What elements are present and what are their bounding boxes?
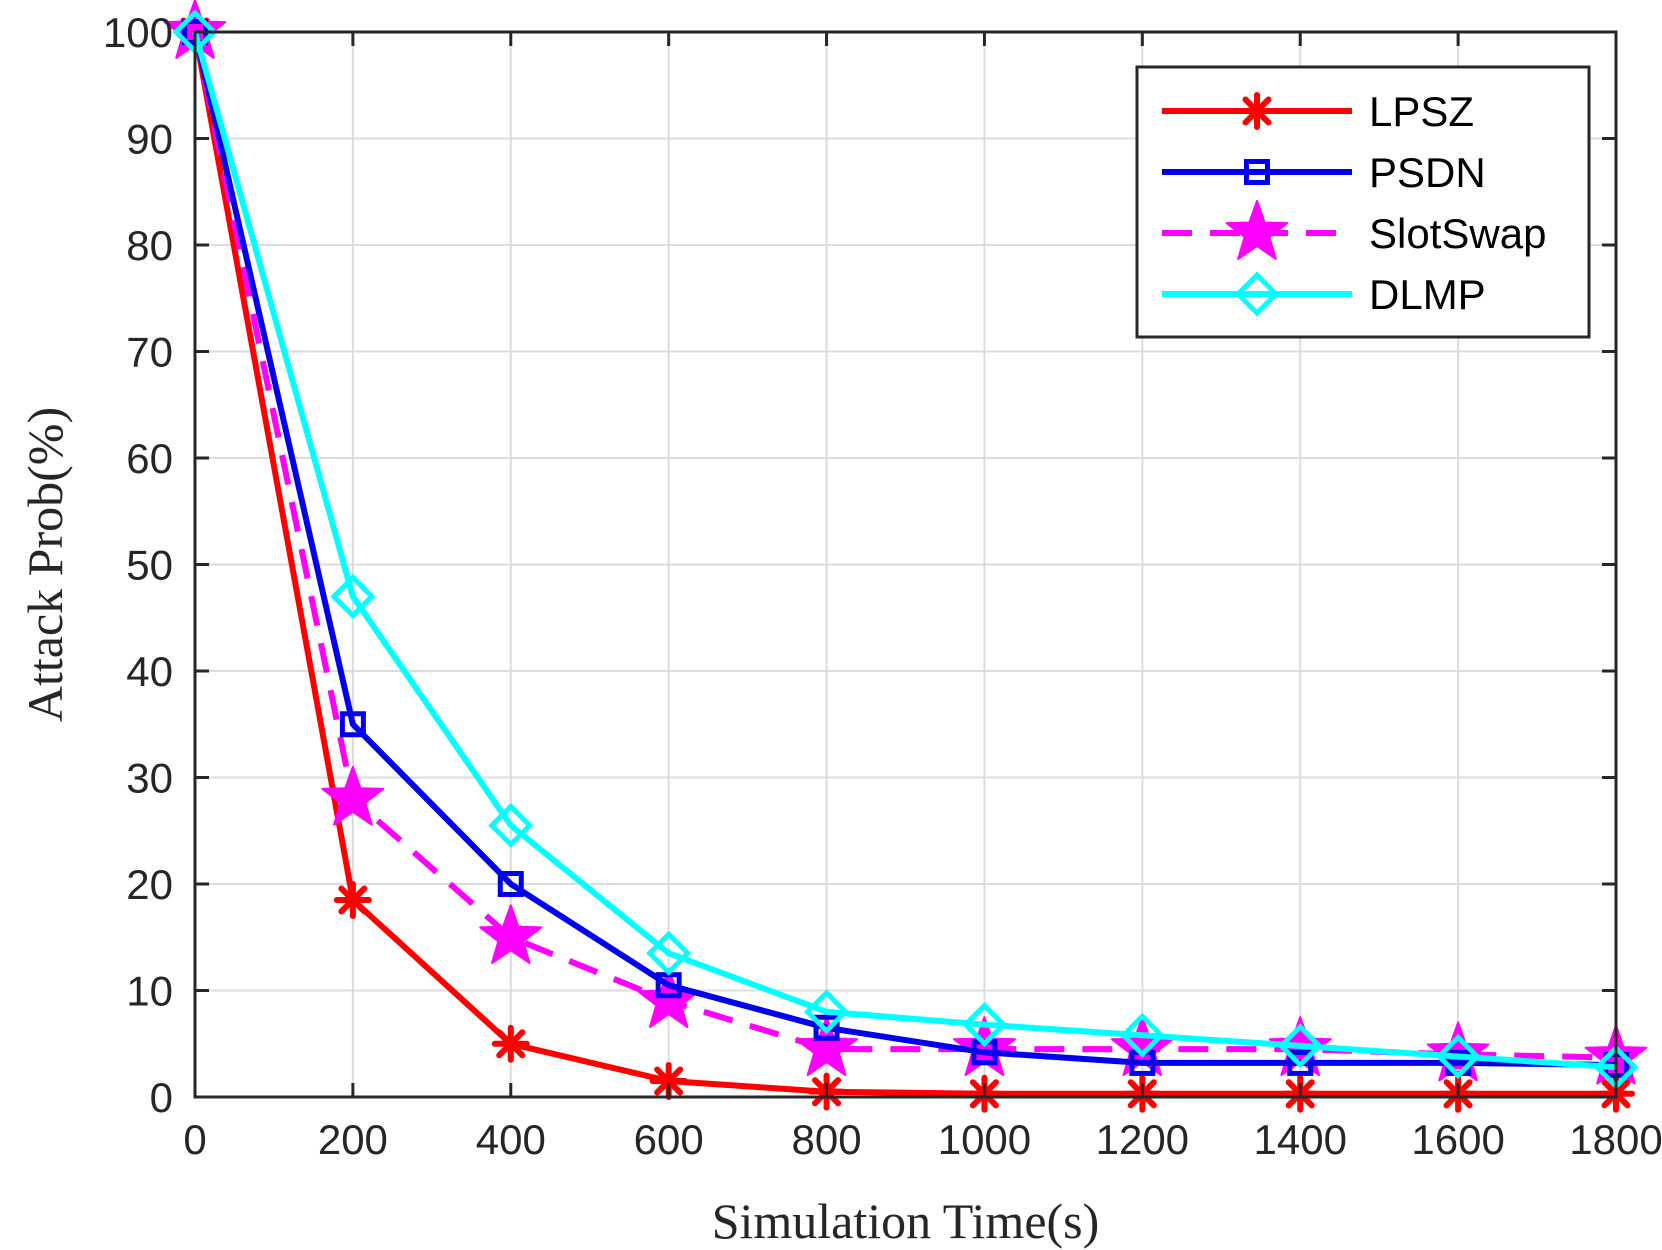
data-point	[497, 871, 524, 897]
x-tick-label: 800	[792, 1116, 862, 1163]
legend-label: LPSZ	[1369, 88, 1474, 135]
series-line	[192, 31, 1617, 1071]
legend-item-slotswap: SlotSwap	[1162, 200, 1546, 260]
y-tick-label: 20	[126, 861, 173, 908]
x-tick-label: 1400	[1254, 1116, 1347, 1163]
data-point	[479, 904, 543, 965]
y-tick-label: 60	[126, 435, 173, 482]
data-point	[333, 880, 372, 919]
y-axis: 0 10 20 30 40 50 60 70 80 90 100	[103, 9, 1616, 1121]
legend-label: PSDN	[1369, 149, 1486, 196]
legend-item-lpsz: LPSZ	[1162, 88, 1474, 135]
x-tick-label: 1600	[1411, 1116, 1504, 1163]
x-axis: 0 200 400 600 800 1000 1200 1400 1600 1800	[183, 32, 1662, 1163]
data-point	[488, 802, 534, 848]
data-point	[804, 989, 850, 1035]
data-point	[330, 573, 376, 619]
y-tick-label: 40	[126, 648, 173, 695]
y-tick-label: 90	[126, 116, 173, 163]
legend-marker	[1238, 92, 1276, 130]
y-tick-label: 100	[103, 9, 173, 56]
data-point	[1435, 1033, 1481, 1080]
legend-item-psdn: PSDN	[1162, 149, 1486, 196]
legend-label: SlotSwap	[1369, 210, 1546, 257]
x-tick-label: 1800	[1569, 1116, 1662, 1163]
legend: LPSZ PSDN SlotSwap DLMP	[1135, 65, 1591, 339]
legend-marker	[1225, 200, 1289, 260]
legend-label: DLMP	[1369, 271, 1486, 318]
data-point	[646, 930, 692, 976]
x-tick-label: 1000	[938, 1116, 1031, 1163]
y-tick-label: 80	[126, 222, 173, 269]
data-point	[339, 711, 366, 738]
data-point	[1287, 1049, 1314, 1076]
x-tick-label: 200	[318, 1116, 388, 1163]
y-tick-label: 70	[126, 329, 173, 376]
data-point	[1119, 1012, 1165, 1058]
data-point	[649, 1062, 688, 1101]
legend-marker	[1234, 271, 1280, 317]
x-tick-label: 600	[634, 1116, 704, 1163]
legend-item-dlmp: DLMP	[1162, 271, 1486, 318]
data-point	[491, 1024, 530, 1063]
data-point	[961, 1002, 1007, 1048]
series-line	[192, 31, 1616, 1097]
x-tick-label: 1200	[1096, 1116, 1189, 1163]
data-point	[813, 1014, 840, 1041]
x-axis-title: Simulation Time(s)	[712, 1193, 1100, 1249]
data-point	[795, 1016, 858, 1076]
series-line	[192, 31, 1617, 1068]
data-point	[321, 765, 385, 826]
y-tick-label: 30	[126, 755, 173, 802]
series-dlmp	[172, 9, 1639, 1090]
y-tick-label: 50	[126, 542, 173, 589]
x-tick-label: 400	[476, 1116, 546, 1163]
y-axis-title: Attack Prob(%)	[17, 407, 73, 722]
legend-marker	[1244, 159, 1270, 185]
x-tick-label: 0	[183, 1116, 206, 1163]
y-tick-label: 10	[126, 968, 173, 1015]
y-tick-label: 0	[150, 1074, 173, 1121]
data-point	[1277, 1023, 1323, 1069]
